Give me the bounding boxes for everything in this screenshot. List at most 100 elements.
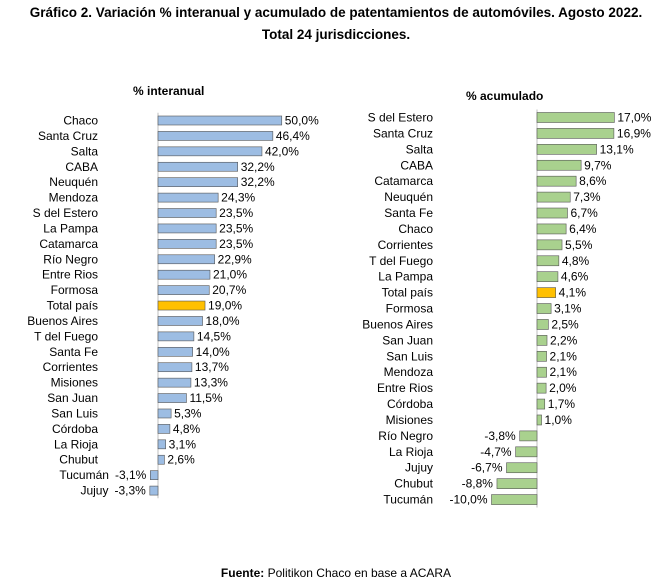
right-value-label-21: -4,7% [480, 445, 512, 459]
left-bar-0 [157, 115, 283, 126]
left-category-label-7: La Pampa [43, 221, 98, 235]
right-value-label-4: 8,6% [579, 174, 607, 188]
left-value-label-0: 50,0% [285, 114, 319, 128]
right-bar-23 [496, 478, 538, 489]
left-category-label-1: Santa Cruz [38, 129, 98, 143]
right-category-label-20: Río Negro [378, 429, 433, 443]
left-category-label-8: Catamarca [39, 237, 98, 251]
left-category-label-6: S del Estero [33, 206, 99, 220]
left-bar-10 [157, 269, 211, 280]
left-value-label-10: 21,0% [213, 268, 247, 282]
left-bar-13 [157, 316, 203, 326]
right-value-label-19: 1,0% [545, 413, 573, 427]
left-category-label-9: Río Negro [43, 252, 98, 266]
left-value-label-4: 32,2% [241, 175, 275, 189]
left-category-label-22: Chubut [59, 453, 98, 467]
left-category-label-4: Neuquén [49, 175, 98, 189]
right-category-label-8: Corrientes [378, 238, 433, 252]
right-bar-7 [536, 223, 567, 235]
left-bar-16 [157, 362, 193, 373]
right-value-label-16: 2,1% [550, 365, 578, 379]
left-category-label-16: Corrientes [43, 360, 98, 374]
left-value-label-9: 22,9% [218, 252, 252, 266]
left-bar-4 [157, 177, 238, 187]
right-bar-18 [536, 398, 546, 410]
right-bar-8 [536, 239, 563, 251]
right-value-label-22: -6,7% [471, 461, 503, 475]
left-bar-2 [157, 146, 263, 157]
right-bar-20 [519, 430, 538, 442]
left-bar-6 [157, 208, 217, 218]
right-category-label-3: CABA [400, 158, 433, 172]
left-bar-11 [157, 285, 210, 295]
left-value-label-18: 11,5% [189, 391, 222, 405]
right-value-label-8: 5,5% [565, 238, 593, 252]
left-bar-19 [157, 408, 172, 419]
right-category-label-7: Chaco [398, 222, 433, 236]
right-category-label-1: Santa Cruz [373, 126, 433, 140]
right-value-label-17: 2,0% [549, 381, 577, 395]
right-value-label-7: 6,4% [569, 222, 597, 236]
left-category-label-14: T del Fuego [34, 329, 98, 343]
left-value-label-11: 20,7% [212, 283, 246, 297]
left-value-label-24: -3,3% [114, 484, 146, 498]
left-bar-20 [157, 424, 171, 434]
right-value-label-2: 13,1% [600, 142, 634, 156]
source-label: Fuente: [220, 566, 265, 580]
right-category-label-24: Tucumán [383, 493, 433, 507]
left-value-label-2: 42,0% [265, 144, 299, 158]
left-value-label-3: 32,2% [241, 160, 275, 174]
left-category-label-5: Mendoza [49, 191, 99, 205]
right-value-label-23: -8,8% [462, 477, 494, 491]
left-bar-17 [157, 377, 192, 388]
left-value-label-14: 14,5% [197, 329, 231, 343]
right-category-label-13: Buenos Aires [362, 317, 433, 331]
right-category-label-0: S del Estero [368, 111, 434, 125]
right-value-label-15: 2,1% [550, 349, 578, 363]
left-bar-12 [157, 300, 206, 311]
right-bar-15 [536, 350, 547, 362]
left-bar-14 [157, 331, 195, 342]
right-chart-subtitle: % acumulado [466, 89, 544, 103]
right-category-label-18: Córdoba [387, 397, 433, 411]
right-value-label-13: 2,5% [551, 317, 579, 331]
source-text: Politikon Chaco en base a ACARA [267, 566, 452, 580]
left-bar-21 [157, 439, 166, 450]
right-category-label-5: Neuquén [384, 190, 433, 204]
left-category-label-15: Santa Fe [49, 345, 98, 359]
left-category-label-24: Jujuy [80, 484, 108, 498]
left-category-label-10: Entre Rios [42, 268, 98, 282]
left-value-label-7: 23,5% [219, 221, 253, 235]
left-bar-9 [157, 254, 215, 265]
right-category-label-21: La Rioja [389, 445, 433, 459]
left-category-label-18: San Juan [47, 391, 98, 405]
right-value-label-11: 4,1% [559, 286, 587, 300]
right-bar-1 [536, 128, 615, 139]
left-bar-18 [157, 393, 187, 403]
left-category-label-19: San Luis [51, 406, 98, 420]
right-category-label-2: Salta [406, 142, 434, 156]
right-bar-17 [536, 382, 547, 394]
left-value-label-22: 2,6% [167, 453, 195, 467]
left-category-label-11: Formosa [51, 283, 99, 297]
left-category-label-17: Misiones [51, 376, 98, 390]
right-category-label-14: San Juan [382, 333, 433, 347]
chart-title-line1: Gráfico 2. Variación % interanual y acum… [29, 5, 643, 20]
right-value-label-3: 9,7% [584, 158, 612, 172]
left-value-label-1: 46,4% [276, 129, 310, 143]
left-value-label-5: 24,3% [221, 191, 255, 205]
right-category-label-12: Formosa [386, 302, 434, 316]
right-bar-19 [536, 414, 542, 426]
right-category-label-22: Jujuy [405, 461, 433, 475]
right-bar-3 [536, 159, 582, 171]
left-category-label-13: Buenos Aires [27, 314, 98, 328]
left-value-label-23: -3,1% [115, 468, 147, 482]
right-bar-10 [536, 271, 559, 283]
right-category-label-9: T del Fuego [369, 254, 433, 268]
right-value-label-6: 6,7% [570, 206, 598, 220]
left-value-label-13: 18,0% [206, 314, 240, 328]
right-bar-6 [536, 207, 568, 219]
right-value-label-5: 7,3% [573, 190, 601, 204]
left-category-label-21: La Rioja [54, 437, 98, 451]
left-chart-subtitle: % interanual [133, 84, 205, 98]
